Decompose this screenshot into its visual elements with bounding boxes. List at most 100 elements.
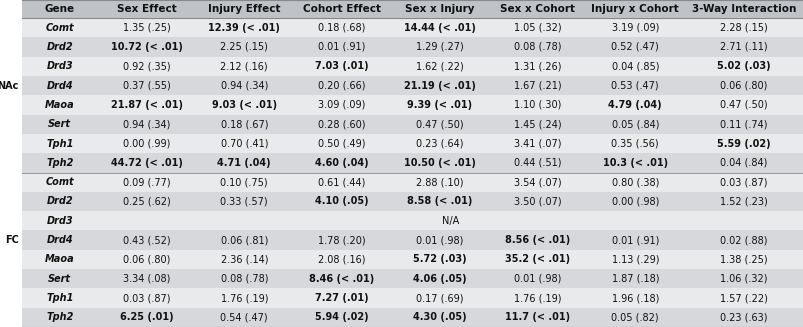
Text: 0.03 (.87): 0.03 (.87) xyxy=(123,293,170,303)
Text: 1.05 (.32): 1.05 (.32) xyxy=(513,23,560,33)
Text: 8.56 (< .01): 8.56 (< .01) xyxy=(504,235,569,245)
Bar xyxy=(293,0,390,18)
Text: Drd3: Drd3 xyxy=(47,61,73,71)
Bar xyxy=(390,0,488,18)
Text: 6.25 (.01): 6.25 (.01) xyxy=(120,312,173,322)
Text: 3.34 (.08): 3.34 (.08) xyxy=(123,274,170,284)
Text: 0.06 (.81): 0.06 (.81) xyxy=(220,235,267,245)
Text: 1.10 (.30): 1.10 (.30) xyxy=(513,100,560,110)
Text: Drd4: Drd4 xyxy=(47,235,73,245)
Text: Drd4: Drd4 xyxy=(47,80,73,91)
Text: 0.23 (.64): 0.23 (.64) xyxy=(415,139,463,148)
Text: Tph2: Tph2 xyxy=(46,312,73,322)
Text: 0.06 (.80): 0.06 (.80) xyxy=(123,254,170,265)
Text: 0.44 (.51): 0.44 (.51) xyxy=(513,158,560,168)
Text: 0.33 (.57): 0.33 (.57) xyxy=(220,197,267,206)
Text: 0.06 (.80): 0.06 (.80) xyxy=(719,80,767,91)
Text: Maoa: Maoa xyxy=(45,100,75,110)
Text: 0.03 (.87): 0.03 (.87) xyxy=(719,177,767,187)
Text: 2.25 (.15): 2.25 (.15) xyxy=(220,42,268,52)
Text: 1.96 (.18): 1.96 (.18) xyxy=(611,293,658,303)
Text: 1.52 (.23): 1.52 (.23) xyxy=(719,197,767,206)
Text: Sert: Sert xyxy=(48,274,71,284)
Text: 2.12 (.16): 2.12 (.16) xyxy=(220,61,267,71)
Text: 0.92 (.35): 0.92 (.35) xyxy=(123,61,170,71)
Text: Gene: Gene xyxy=(45,4,75,14)
Bar xyxy=(22,269,803,288)
Text: Tph1: Tph1 xyxy=(46,139,73,148)
Text: 2.36 (.14): 2.36 (.14) xyxy=(220,254,267,265)
Text: NAc: NAc xyxy=(0,80,19,91)
Bar xyxy=(22,231,803,250)
Bar xyxy=(683,0,803,18)
Text: 35.2 (< .01): 35.2 (< .01) xyxy=(504,254,569,265)
Text: 0.10 (.75): 0.10 (.75) xyxy=(220,177,267,187)
Text: 2.28 (.15): 2.28 (.15) xyxy=(719,23,767,33)
Text: 4.79 (.04): 4.79 (.04) xyxy=(608,100,662,110)
Text: 0.18 (.68): 0.18 (.68) xyxy=(318,23,365,33)
Text: Drd2: Drd2 xyxy=(47,197,73,206)
Text: 0.35 (.56): 0.35 (.56) xyxy=(611,139,658,148)
Text: 1.78 (.20): 1.78 (.20) xyxy=(318,235,365,245)
Bar xyxy=(22,250,803,269)
Bar xyxy=(22,308,803,327)
Text: 0.00 (.98): 0.00 (.98) xyxy=(611,197,658,206)
Bar xyxy=(22,18,803,37)
Text: 1.35 (.25): 1.35 (.25) xyxy=(123,23,170,33)
Text: 8.46 (< .01): 8.46 (< .01) xyxy=(309,274,374,284)
Bar xyxy=(22,57,803,76)
Text: 0.04 (.85): 0.04 (.85) xyxy=(611,61,658,71)
Text: 44.72 (< .01): 44.72 (< .01) xyxy=(111,158,182,168)
Text: 10.50 (< .01): 10.50 (< .01) xyxy=(403,158,475,168)
Bar xyxy=(22,114,803,134)
Text: 2.71 (.11): 2.71 (.11) xyxy=(719,42,767,52)
Text: 0.28 (.60): 0.28 (.60) xyxy=(318,119,365,129)
Bar xyxy=(22,76,803,95)
Text: Comt: Comt xyxy=(46,23,74,33)
Bar xyxy=(22,0,97,18)
Bar xyxy=(22,95,803,114)
Text: 1.29 (.27): 1.29 (.27) xyxy=(415,42,463,52)
Text: 21.87 (< .01): 21.87 (< .01) xyxy=(111,100,182,110)
Text: 4.30 (.05): 4.30 (.05) xyxy=(413,312,466,322)
Text: 0.80 (.38): 0.80 (.38) xyxy=(611,177,658,187)
Text: Drd3: Drd3 xyxy=(47,216,73,226)
Text: 12.39 (< .01): 12.39 (< .01) xyxy=(208,23,280,33)
Text: 0.08 (.78): 0.08 (.78) xyxy=(220,274,267,284)
Text: 0.53 (.47): 0.53 (.47) xyxy=(611,80,658,91)
Bar xyxy=(22,288,803,308)
Text: Sex x Injury: Sex x Injury xyxy=(405,4,474,14)
Text: 0.11 (.74): 0.11 (.74) xyxy=(719,119,767,129)
Bar xyxy=(22,37,803,57)
Text: 9.03 (< .01): 9.03 (< .01) xyxy=(211,100,276,110)
Text: 0.18 (.67): 0.18 (.67) xyxy=(220,119,267,129)
Text: 7.27 (.01): 7.27 (.01) xyxy=(315,293,369,303)
Bar xyxy=(22,211,803,231)
Text: 1.06 (.32): 1.06 (.32) xyxy=(719,274,767,284)
Text: 8.58 (< .01): 8.58 (< .01) xyxy=(406,197,472,206)
Text: 5.59 (.02): 5.59 (.02) xyxy=(716,139,770,148)
Text: 0.01 (.91): 0.01 (.91) xyxy=(611,235,658,245)
Text: 9.39 (< .01): 9.39 (< .01) xyxy=(407,100,472,110)
Text: 3.19 (.09): 3.19 (.09) xyxy=(611,23,658,33)
Text: N/A: N/A xyxy=(442,216,459,226)
Text: Sex Effect: Sex Effect xyxy=(116,4,176,14)
Text: 0.50 (.49): 0.50 (.49) xyxy=(318,139,365,148)
Text: 14.44 (< .01): 14.44 (< .01) xyxy=(403,23,475,33)
Bar xyxy=(22,134,803,153)
Text: 0.47 (.50): 0.47 (.50) xyxy=(415,119,463,129)
Text: Cohort Effect: Cohort Effect xyxy=(303,4,381,14)
Text: Sex x Cohort: Sex x Cohort xyxy=(499,4,574,14)
Text: Sert: Sert xyxy=(48,119,71,129)
Text: 3.50 (.07): 3.50 (.07) xyxy=(513,197,560,206)
Text: 1.13 (.29): 1.13 (.29) xyxy=(611,254,658,265)
Text: 5.94 (.02): 5.94 (.02) xyxy=(315,312,369,322)
Bar xyxy=(22,192,803,211)
Text: 0.01 (.98): 0.01 (.98) xyxy=(513,274,560,284)
Text: 7.03 (.01): 7.03 (.01) xyxy=(315,61,369,71)
Bar xyxy=(488,0,585,18)
Text: 0.94 (.34): 0.94 (.34) xyxy=(123,119,170,129)
Text: 0.47 (.50): 0.47 (.50) xyxy=(719,100,767,110)
Text: 21.19 (< .01): 21.19 (< .01) xyxy=(403,80,475,91)
Text: 1.45 (.24): 1.45 (.24) xyxy=(513,119,560,129)
